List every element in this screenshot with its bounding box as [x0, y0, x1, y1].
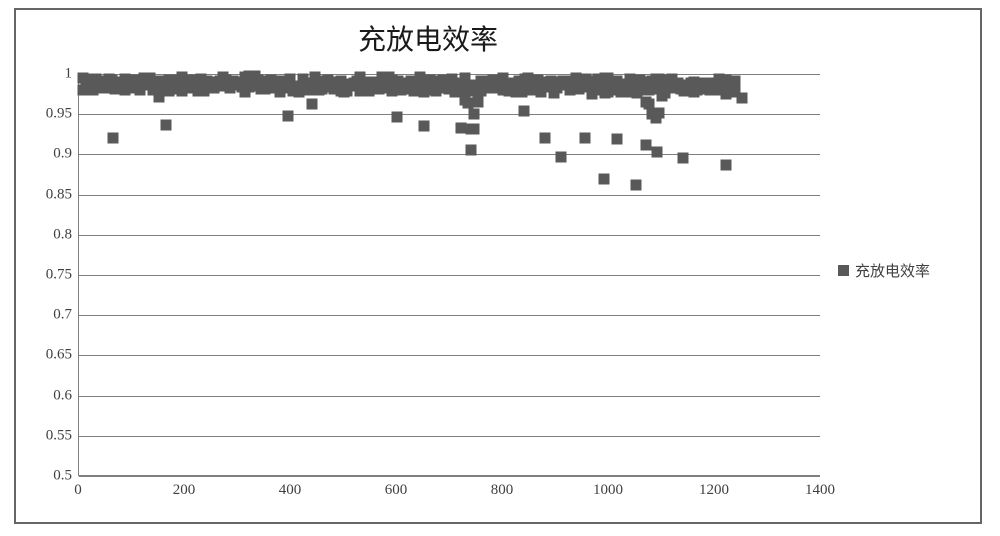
- y-gridline: [79, 315, 820, 316]
- legend: 充放电效率: [838, 260, 930, 281]
- y-tick-label: 0.95: [28, 106, 72, 123]
- data-point: [556, 151, 567, 162]
- y-tick-label: 0.7: [28, 307, 72, 324]
- data-point: [736, 93, 747, 104]
- data-point: [283, 110, 294, 121]
- data-point: [153, 92, 164, 103]
- legend-label: 充放电效率: [855, 260, 930, 281]
- data-point: [641, 139, 652, 150]
- data-point: [540, 133, 551, 144]
- y-gridline: [79, 355, 820, 356]
- y-gridline: [79, 114, 820, 115]
- y-gridline: [79, 235, 820, 236]
- x-tick-label: 800: [491, 482, 514, 499]
- data-point: [653, 108, 664, 119]
- x-tick-label: 400: [279, 482, 302, 499]
- y-tick-label: 0.65: [28, 347, 72, 364]
- y-gridline: [79, 476, 820, 477]
- x-tick-label: 600: [385, 482, 408, 499]
- plot-area: [78, 74, 820, 476]
- y-gridline: [79, 436, 820, 437]
- y-gridline: [79, 154, 820, 155]
- data-point: [472, 96, 483, 107]
- data-point: [468, 123, 479, 134]
- data-point: [466, 145, 477, 156]
- y-tick-label: 0.75: [28, 267, 72, 284]
- data-point: [307, 98, 318, 109]
- x-tick-label: 1400: [805, 482, 835, 499]
- data-point: [455, 122, 466, 133]
- y-tick-label: 0.5: [28, 468, 72, 485]
- y-tick-label: 0.8: [28, 226, 72, 243]
- data-point: [580, 133, 591, 144]
- data-point: [418, 121, 429, 132]
- x-tick-label: 1200: [699, 482, 729, 499]
- y-tick-label: 0.55: [28, 427, 72, 444]
- chart-title: 充放电效率: [18, 18, 838, 58]
- x-tick-label: 200: [173, 482, 196, 499]
- data-point: [611, 134, 622, 145]
- data-point: [392, 112, 403, 123]
- y-gridline: [79, 195, 820, 196]
- x-tick-label: 0: [74, 482, 82, 499]
- y-tick-label: 0.85: [28, 186, 72, 203]
- data-point: [469, 109, 480, 120]
- legend-swatch-icon: [838, 265, 849, 276]
- chart-container: 充放电效率 充放电效率 0.5 0.55 0.6 0.65 0.7 0.75 0.8 0.85…: [18, 12, 978, 520]
- y-tick-label: 1: [28, 66, 72, 83]
- data-point: [108, 132, 119, 143]
- data-point: [161, 120, 172, 131]
- data-point: [678, 153, 689, 164]
- y-tick-label: 0.9: [28, 146, 72, 163]
- y-gridline: [79, 275, 820, 276]
- y-tick-label: 0.6: [28, 387, 72, 404]
- data-point: [630, 179, 641, 190]
- data-point: [651, 146, 662, 157]
- x-tick-label: 1000: [593, 482, 623, 499]
- data-point: [598, 173, 609, 184]
- y-gridline: [79, 396, 820, 397]
- data-point: [519, 105, 530, 116]
- data-point: [720, 159, 731, 170]
